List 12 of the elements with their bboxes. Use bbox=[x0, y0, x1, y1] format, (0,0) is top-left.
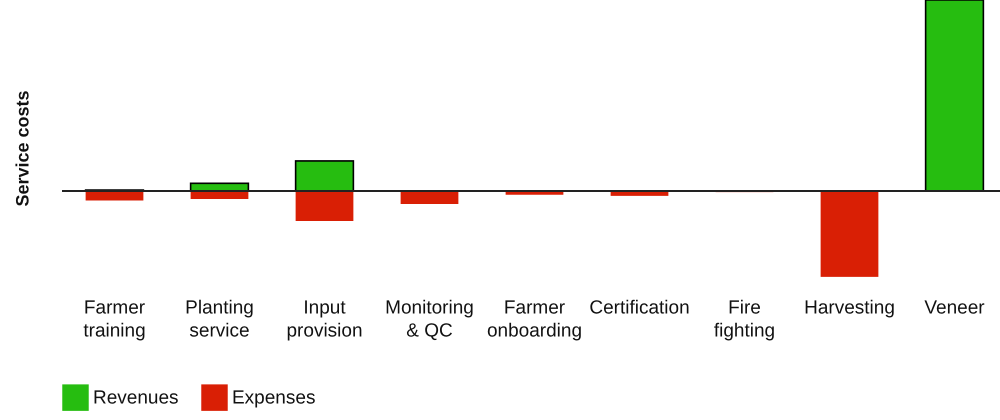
x-tick-label: Certification bbox=[589, 298, 690, 318]
legend-label: Revenues bbox=[93, 388, 179, 409]
x-tick-label: Input provision bbox=[286, 298, 363, 342]
x-tick-label: Planting service bbox=[185, 298, 254, 342]
x-tick-label: Harvesting bbox=[804, 298, 895, 318]
x-tick-label: Farmer training bbox=[83, 298, 146, 342]
x-tick-label: Veneer bbox=[924, 298, 986, 318]
x-tick-label: Farmer onboarding bbox=[486, 298, 582, 342]
x-tick-label: Monitoring & QC bbox=[385, 298, 474, 342]
y-axis-title: Service costs bbox=[12, 90, 32, 207]
x-tick-label: Fire fighting bbox=[714, 298, 776, 342]
legend-label: Expenses bbox=[232, 388, 316, 409]
